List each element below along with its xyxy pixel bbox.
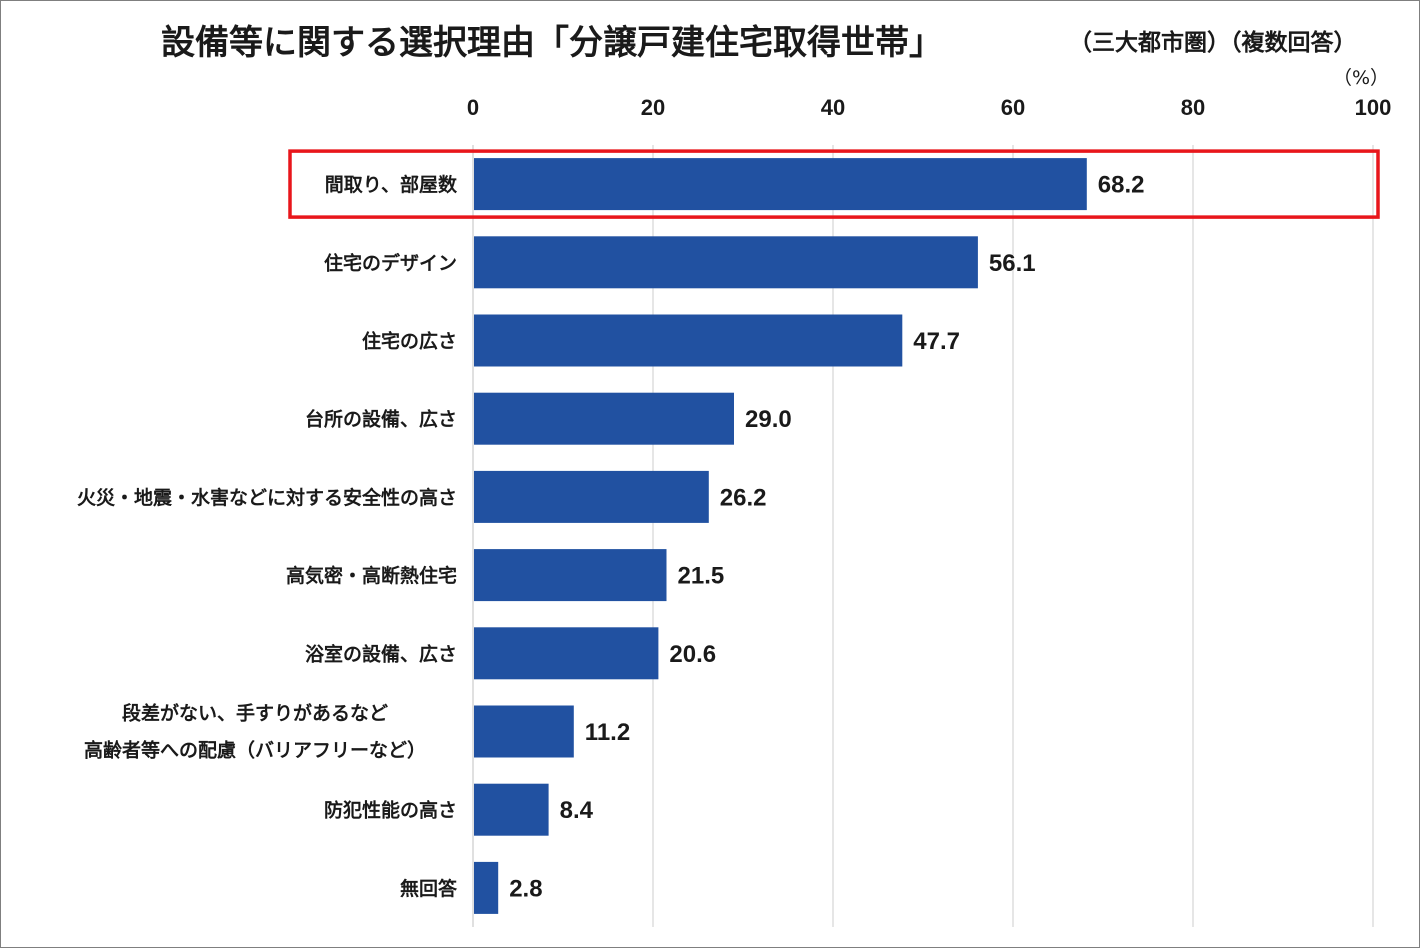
value-label-2: 56.1 [989, 250, 1036, 277]
x-tick-label-0: 0 [467, 95, 479, 120]
bar-1 [474, 158, 1087, 211]
category-label-5: 火災・地震・水害などに対する安全性の高さ [77, 486, 457, 509]
category-label-8: 段差がない、手すりがあるなど高齢者等への配慮（バリアフリーなど） [84, 702, 426, 762]
bar-2 [474, 236, 978, 289]
x-tick-label-80: 80 [1181, 95, 1205, 120]
category-label-1: 間取り、部屋数 [325, 173, 458, 196]
x-tick-label-100: 100 [1355, 95, 1392, 120]
category-label-6: 高気密・高断熱住宅 [286, 564, 457, 587]
bar-7 [474, 627, 659, 680]
value-label-10: 2.8 [509, 875, 542, 902]
category-label-4: 台所の設備、広さ [305, 408, 457, 431]
bar-8 [474, 705, 574, 758]
bar-5 [474, 470, 709, 523]
chart-subtitle: （三大都市圏）（複数回答） [1069, 30, 1357, 56]
bar-9 [474, 783, 549, 836]
category-label-3: 住宅の広さ [362, 330, 457, 353]
category-label-9: 防犯性能の高さ [324, 799, 457, 822]
value-label-4: 29.0 [745, 406, 792, 433]
value-label-1: 68.2 [1098, 172, 1145, 199]
value-label-9: 8.4 [560, 797, 594, 824]
bar-4 [474, 392, 734, 445]
category-label-10: 無回答 [400, 877, 458, 900]
value-label-5: 26.2 [720, 484, 767, 511]
value-label-7: 20.6 [669, 641, 716, 668]
value-label-6: 21.5 [678, 563, 725, 590]
value-label-8: 11.2 [585, 719, 630, 746]
category-label-2: 住宅のデザイン [324, 251, 457, 274]
bar-6 [474, 549, 667, 602]
x-tick-label-20: 20 [641, 95, 665, 120]
x-tick-label-60: 60 [1001, 95, 1025, 120]
x-tick-label-40: 40 [821, 95, 845, 120]
chart-title: 設備等に関する選択理由「分譲戸建住宅取得世帯」 [161, 23, 943, 63]
bar-10 [474, 861, 499, 914]
unit-label: （%） [1332, 67, 1389, 89]
bar-3 [474, 314, 903, 367]
highlight-box [288, 149, 1380, 219]
value-label-3: 47.7 [913, 328, 960, 355]
category-label-7: 浴室の設備、広さ [305, 642, 457, 665]
